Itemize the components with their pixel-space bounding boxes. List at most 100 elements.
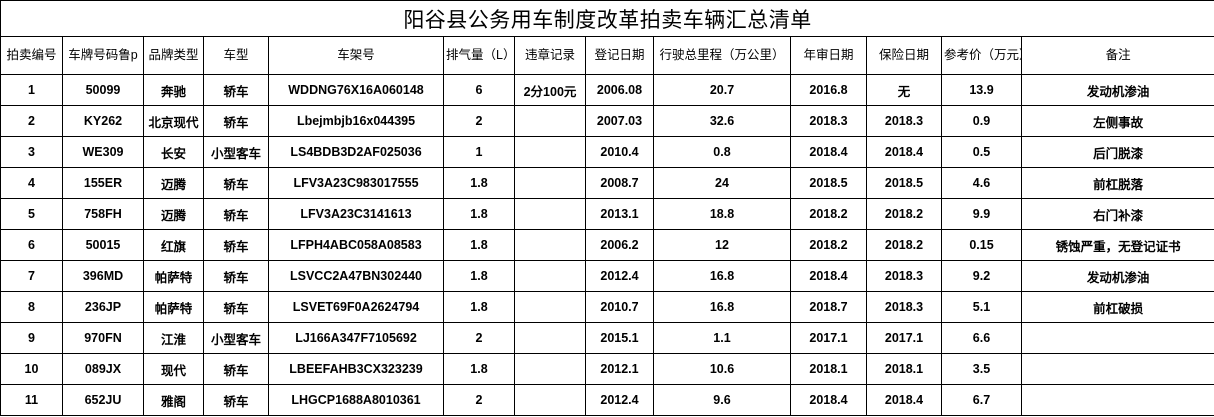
cell-plate-number[interactable]: 652JU xyxy=(62,384,144,416)
cell-remark[interactable] xyxy=(1020,353,1214,385)
cell-auction-no[interactable]: 10 xyxy=(0,353,63,385)
cell-remark[interactable]: 前杠脱落 xyxy=(1020,167,1214,199)
cell-violation-record[interactable] xyxy=(514,136,586,168)
cell-registration-date[interactable]: 2008.7 xyxy=(585,167,654,199)
table-row[interactable]: 11 652JU 雅阁 轿车 LHGCP1688A8010361 2 2012.… xyxy=(0,384,1214,416)
cell-violation-record[interactable] xyxy=(514,167,586,199)
cell-vin[interactable]: LS4BDB3D2AF025036 xyxy=(268,136,444,168)
cell-brand-type[interactable]: 现代 xyxy=(143,353,204,385)
table-row[interactable]: 3 WE309 长安 小型客车 LS4BDB3D2AF025036 1 2010… xyxy=(0,136,1214,168)
cell-brand-type[interactable]: 北京现代 xyxy=(143,105,204,137)
cell-plate-number[interactable]: 758FH xyxy=(62,198,144,230)
table-row[interactable]: 8 236JP 帕萨特 轿车 LSVET69F0A2624794 1.8 201… xyxy=(0,291,1214,323)
cell-inspection-date[interactable]: 2018.5 xyxy=(790,167,867,199)
table-row[interactable]: 2 KY262 北京现代 轿车 Lbejmbjb16x044395 2 2007… xyxy=(0,105,1214,137)
cell-plate-number[interactable]: 50099 xyxy=(62,74,144,106)
cell-reference-price[interactable]: 9.9 xyxy=(941,198,1022,230)
cell-inspection-date[interactable]: 2018.4 xyxy=(790,136,867,168)
cell-inspection-date[interactable]: 2018.4 xyxy=(790,384,867,416)
column-header-insurance-date[interactable]: 保险日期 xyxy=(866,36,942,75)
cell-violation-record[interactable] xyxy=(514,105,586,137)
column-header-registration-date[interactable]: 登记日期 xyxy=(585,36,654,75)
cell-inspection-date[interactable]: 2016.8 xyxy=(790,74,867,106)
column-header-inspection-date[interactable]: 年审日期 xyxy=(790,36,867,75)
cell-brand-type[interactable]: 奔驰 xyxy=(143,74,204,106)
cell-violation-record[interactable] xyxy=(514,384,586,416)
cell-reference-price[interactable]: 5.1 xyxy=(941,291,1022,323)
cell-insurance-date[interactable]: 2018.4 xyxy=(866,136,942,168)
cell-displacement[interactable]: 6 xyxy=(443,74,515,106)
cell-displacement[interactable]: 2 xyxy=(443,105,515,137)
cell-registration-date[interactable]: 2006.2 xyxy=(585,229,654,261)
cell-remark[interactable]: 前杠破损 xyxy=(1020,291,1214,323)
cell-auction-no[interactable]: 7 xyxy=(0,260,63,292)
cell-vin[interactable]: LHGCP1688A8010361 xyxy=(268,384,444,416)
cell-total-mileage[interactable]: 24 xyxy=(653,167,791,199)
cell-total-mileage[interactable]: 9.6 xyxy=(653,384,791,416)
cell-insurance-date[interactable]: 2018.3 xyxy=(866,105,942,137)
cell-brand-type[interactable]: 帕萨特 xyxy=(143,260,204,292)
column-header-auction-no[interactable]: 拍卖编号 xyxy=(0,36,63,75)
cell-remark[interactable]: 发动机渗油 xyxy=(1020,260,1214,292)
cell-auction-no[interactable]: 6 xyxy=(0,229,63,261)
cell-plate-number[interactable]: 236JP xyxy=(62,291,144,323)
cell-remark[interactable] xyxy=(1020,384,1214,416)
column-header-brand-type[interactable]: 品牌类型 xyxy=(143,36,204,75)
cell-violation-record[interactable] xyxy=(514,353,586,385)
cell-registration-date[interactable]: 2012.4 xyxy=(585,384,654,416)
cell-violation-record[interactable] xyxy=(514,260,586,292)
cell-inspection-date[interactable]: 2018.2 xyxy=(790,229,867,261)
cell-insurance-date[interactable]: 2017.1 xyxy=(866,322,942,354)
cell-auction-no[interactable]: 1 xyxy=(0,74,63,106)
cell-remark[interactable]: 左侧事故 xyxy=(1020,105,1214,137)
cell-brand-type[interactable]: 红旗 xyxy=(143,229,204,261)
cell-reference-price[interactable]: 0.5 xyxy=(941,136,1022,168)
cell-body-type[interactable]: 小型客车 xyxy=(203,136,269,168)
cell-brand-type[interactable]: 迈腾 xyxy=(143,167,204,199)
cell-insurance-date[interactable]: 2018.2 xyxy=(866,198,942,230)
column-header-reference-price[interactable]: 参考价（万元） xyxy=(941,36,1022,75)
table-row[interactable]: 4 155ER 迈腾 轿车 LFV3A23C983017555 1.8 2008… xyxy=(0,167,1214,199)
cell-plate-number[interactable]: KY262 xyxy=(62,105,144,137)
cell-reference-price[interactable]: 0.9 xyxy=(941,105,1022,137)
cell-auction-no[interactable]: 8 xyxy=(0,291,63,323)
cell-vin[interactable]: LFPH4ABC058A08583 xyxy=(268,229,444,261)
cell-vin[interactable]: LFV3A23C983017555 xyxy=(268,167,444,199)
cell-displacement[interactable]: 1.8 xyxy=(443,260,515,292)
cell-inspection-date[interactable]: 2017.1 xyxy=(790,322,867,354)
cell-inspection-date[interactable]: 2018.4 xyxy=(790,260,867,292)
column-header-vin[interactable]: 车架号 xyxy=(268,36,444,75)
cell-registration-date[interactable]: 2006.08 xyxy=(585,74,654,106)
cell-insurance-date[interactable]: 2018.2 xyxy=(866,229,942,261)
cell-body-type[interactable]: 轿车 xyxy=(203,353,269,385)
table-row[interactable]: 7 396MD 帕萨特 轿车 LSVCC2A47BN302440 1.8 201… xyxy=(0,260,1214,292)
cell-auction-no[interactable]: 4 xyxy=(0,167,63,199)
cell-vin[interactable]: WDDNG76X16A060148 xyxy=(268,74,444,106)
cell-violation-record[interactable]: 2分100元 xyxy=(514,74,586,106)
cell-displacement[interactable]: 1.8 xyxy=(443,291,515,323)
cell-brand-type[interactable]: 帕萨特 xyxy=(143,291,204,323)
cell-total-mileage[interactable]: 12 xyxy=(653,229,791,261)
cell-total-mileage[interactable]: 20.7 xyxy=(653,74,791,106)
cell-remark[interactable] xyxy=(1020,322,1214,354)
cell-remark[interactable]: 后门脱漆 xyxy=(1020,136,1214,168)
cell-violation-record[interactable] xyxy=(514,198,586,230)
table-row[interactable]: 6 50015 红旗 轿车 LFPH4ABC058A08583 1.8 2006… xyxy=(0,229,1214,261)
table-row[interactable]: 10 089JX 现代 轿车 LBEEFAHB3CX323239 1.8 201… xyxy=(0,353,1214,385)
cell-total-mileage[interactable]: 1.1 xyxy=(653,322,791,354)
cell-plate-number[interactable]: 970FN xyxy=(62,322,144,354)
cell-displacement[interactable]: 1 xyxy=(443,136,515,168)
cell-vin[interactable]: LSVCC2A47BN302440 xyxy=(268,260,444,292)
column-header-remark[interactable]: 备注 xyxy=(1020,36,1214,75)
cell-vin[interactable]: LBEEFAHB3CX323239 xyxy=(268,353,444,385)
cell-registration-date[interactable]: 2015.1 xyxy=(585,322,654,354)
cell-plate-number[interactable]: 089JX xyxy=(62,353,144,385)
cell-body-type[interactable]: 轿车 xyxy=(203,384,269,416)
cell-reference-price[interactable]: 9.2 xyxy=(941,260,1022,292)
cell-registration-date[interactable]: 2007.03 xyxy=(585,105,654,137)
cell-auction-no[interactable]: 2 xyxy=(0,105,63,137)
cell-inspection-date[interactable]: 2018.3 xyxy=(790,105,867,137)
cell-total-mileage[interactable]: 16.8 xyxy=(653,291,791,323)
cell-remark[interactable]: 右门补漆 xyxy=(1020,198,1214,230)
cell-displacement[interactable]: 1.8 xyxy=(443,198,515,230)
